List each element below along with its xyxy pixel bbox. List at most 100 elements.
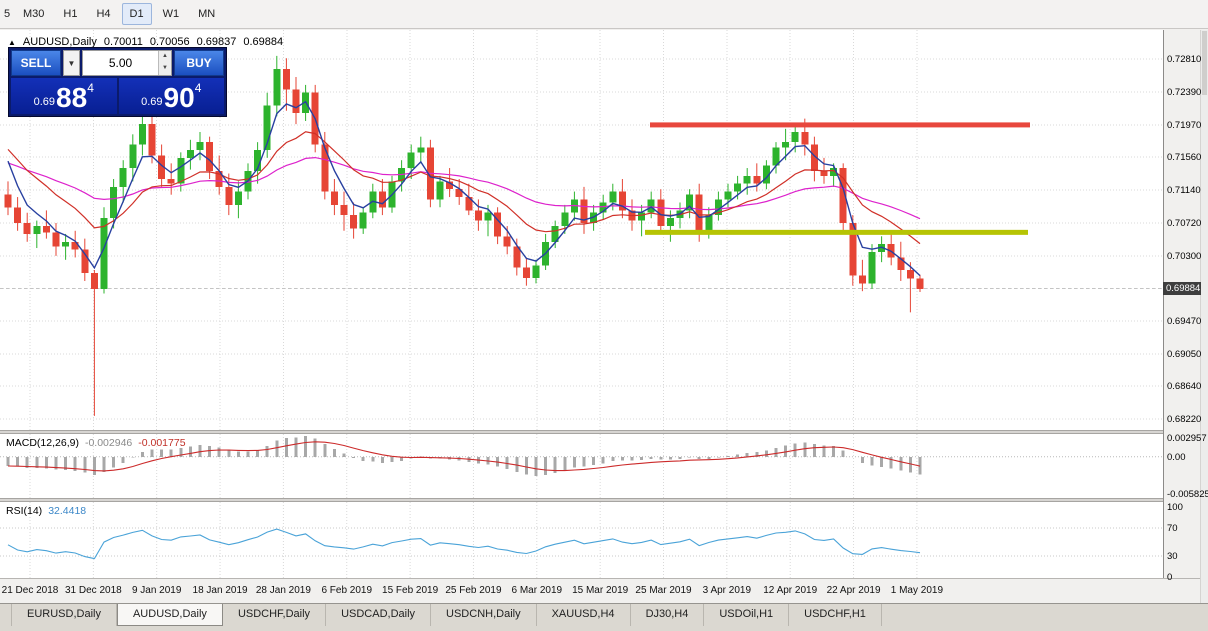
symbol-marker-icon: ▲ (8, 37, 16, 47)
date-axis-label: 15 Mar 2019 (572, 585, 629, 596)
chart-symbol-period: AUDUSD,Daily (22, 36, 97, 48)
scrollbar-thumb[interactable] (1202, 31, 1207, 95)
support-line[interactable] (645, 229, 1028, 235)
chart-tab-xauusd-h4[interactable]: XAUUSD,H4 (537, 604, 631, 626)
chart-title: ▲ AUDUSD,Daily 0.70011 0.70056 0.69837 0… (8, 36, 283, 48)
macd-signal-value: -0.001775 (138, 437, 186, 449)
chart-tab-eurusd-daily[interactable]: EURUSD,Daily (12, 604, 117, 626)
date-axis-label: 22 Apr 2019 (826, 585, 881, 596)
buy-price-prefix: 0.69 (141, 96, 163, 108)
panel-separator[interactable] (0, 430, 1200, 434)
spin-down-icon[interactable]: ▼ (159, 63, 171, 75)
chart-tab-usdchf-h1[interactable]: USDCHF,H1 (789, 604, 882, 626)
sell-price-pip: 4 (87, 81, 94, 95)
chart-tab-usdcad-daily[interactable]: USDCAD,Daily (326, 604, 432, 626)
price-axis[interactable]: 0.72810 0.72390 0.71970 0.71560 0.71140 0.707… (1163, 30, 1208, 583)
macd-axis-label: -0.005825 (1167, 489, 1208, 500)
timeframe-button-5[interactable]: 5 (4, 8, 11, 20)
price-axis-label: 0.69050 (1167, 349, 1202, 360)
timeframe-button-d1[interactable]: D1 (121, 3, 152, 25)
rsi-name: RSI(14) (6, 505, 43, 517)
date-axis-label: 31 Dec 2018 (64, 585, 122, 596)
rsi-axis-label: 30 (1167, 551, 1178, 562)
ohlc-low: 0.69837 (196, 36, 237, 48)
price-axis-label: 0.71970 (1167, 120, 1202, 131)
price-axis-label: 0.68640 (1167, 381, 1202, 392)
price-axis-label: 0.69470 (1167, 316, 1202, 327)
date-axis-label: 12 Apr 2019 (763, 585, 818, 596)
date-axis-label: 9 Jan 2019 (131, 585, 182, 596)
price-axis-label: 0.70720 (1167, 218, 1202, 229)
chart-tab-audusd-daily[interactable]: AUDUSD,Daily (116, 604, 223, 626)
date-axis-label: 1 May 2019 (890, 585, 944, 596)
buy-price-pip: 4 (194, 81, 202, 95)
timeframe-button-h4[interactable]: H4 (96, 8, 111, 20)
price-axis-label: 0.71560 (1167, 152, 1202, 163)
macd-main-value: -0.002946 (84, 437, 133, 449)
price-axis-label: 0.70300 (1167, 251, 1202, 262)
timeframe-button-w1[interactable]: W1 (162, 8, 180, 20)
chart-tab-usdcnh-daily[interactable]: USDCNH,Daily (431, 604, 537, 626)
buy-button[interactable]: BUY (174, 50, 224, 76)
timeframe-button-mn[interactable]: MN (198, 8, 216, 20)
sell-button[interactable]: SELL (11, 50, 61, 76)
price-axis-label: 0.72390 (1167, 87, 1202, 98)
rsi-axis-label: 70 (1167, 523, 1178, 534)
current-price-badge: 0.69884 (1163, 282, 1201, 295)
macd-signal-line (7, 441, 921, 472)
date-axis-label: 6 Mar 2019 (511, 585, 563, 596)
vertical-scrollbar[interactable] (1200, 30, 1208, 603)
date-axis-label: 21 Dec 2018 (1, 585, 59, 596)
chart-tab-usdoil-h1[interactable]: USDOil,H1 (704, 604, 790, 626)
price-axis-label: 0.72810 (1167, 54, 1202, 65)
rsi-axis-label: 100 (1167, 502, 1183, 513)
macd-indicator-panel[interactable] (0, 434, 1163, 498)
macd-axis-label: 0.00 (1167, 452, 1186, 463)
volume-input[interactable]: 5.00 ▲ ▼ (82, 50, 172, 76)
rsi-value: 32.4418 (48, 505, 87, 517)
date-axis-label: 6 Feb 2019 (321, 585, 373, 596)
date-axis-label: 18 Jan 2019 (192, 585, 248, 596)
one-click-trading-panel: SELL ▼ 5.00 ▲ ▼ BUY 0.69 88 4 0.69 90 (8, 47, 227, 117)
date-axis-label: 3 Apr 2019 (702, 585, 752, 596)
sell-price-prefix: 0.69 (33, 96, 56, 108)
buy-price-display[interactable]: 0.69 90 4 (118, 78, 224, 114)
panel-separator[interactable] (0, 498, 1200, 502)
sell-price-big: 88 (56, 82, 88, 113)
chart-tab-usdchf-daily[interactable]: USDCHF,Daily (223, 604, 327, 626)
date-axis-label: 25 Mar 2019 (635, 585, 692, 596)
timeframe-button-h1[interactable]: H1 (63, 8, 78, 20)
timeframe-toolbar: 5 M30 H1 H4 D1 W1 MN (0, 0, 1208, 29)
date-axis-label: 15 Feb 2019 (382, 585, 439, 596)
order-type-dropdown[interactable]: ▼ (63, 50, 80, 76)
timeframe-button-m30[interactable]: M30 (23, 8, 45, 20)
ma-fast-line (7, 100, 921, 277)
ma-slow-line (7, 156, 921, 220)
price-axis-label: 0.68220 (1167, 414, 1202, 425)
price-chart-area[interactable] (0, 30, 1163, 430)
time-axis[interactable]: 21 Dec 2018 31 Dec 2018 9 Jan 2019 18 Jan 2… (0, 578, 1200, 603)
date-axis-label: 28 Jan 2019 (255, 585, 311, 596)
ohlc-close: 0.69884 (243, 36, 284, 48)
ma-mid-line (7, 131, 921, 245)
rsi-label: RSI(14) 32.4418 (6, 505, 86, 517)
rsi-indicator-panel[interactable] (0, 502, 1163, 578)
spin-up-icon[interactable]: ▲ (159, 51, 171, 63)
grid-layer (0, 30, 1163, 430)
chart-tabbar: EURUSD,Daily AUDUSD,Daily USDCHF,Daily USDC… (0, 603, 1208, 631)
chart-tab-dj30-h4[interactable]: DJ30,H4 (631, 604, 705, 626)
ohlc-high: 0.70056 (149, 36, 190, 48)
volume-stepper[interactable]: ▲ ▼ (158, 51, 171, 75)
chevron-down-icon: ▼ (67, 58, 76, 68)
price-axis-label: 0.71140 (1167, 185, 1201, 196)
macd-axis-label: 0.002957 (1167, 433, 1207, 444)
rsi-axis-label: 0 (1167, 572, 1173, 583)
macd-label: MACD(12,26,9) -0.002946 -0.001775 (6, 437, 186, 449)
sell-price-display[interactable]: 0.69 88 4 (11, 78, 117, 114)
rsi-line (7, 528, 921, 560)
resistance-line[interactable] (650, 122, 1030, 128)
macd-name: MACD(12,26,9) (6, 437, 79, 449)
date-axis-label: 25 Feb 2019 (445, 585, 502, 596)
ohlc-open: 0.70011 (103, 36, 143, 48)
